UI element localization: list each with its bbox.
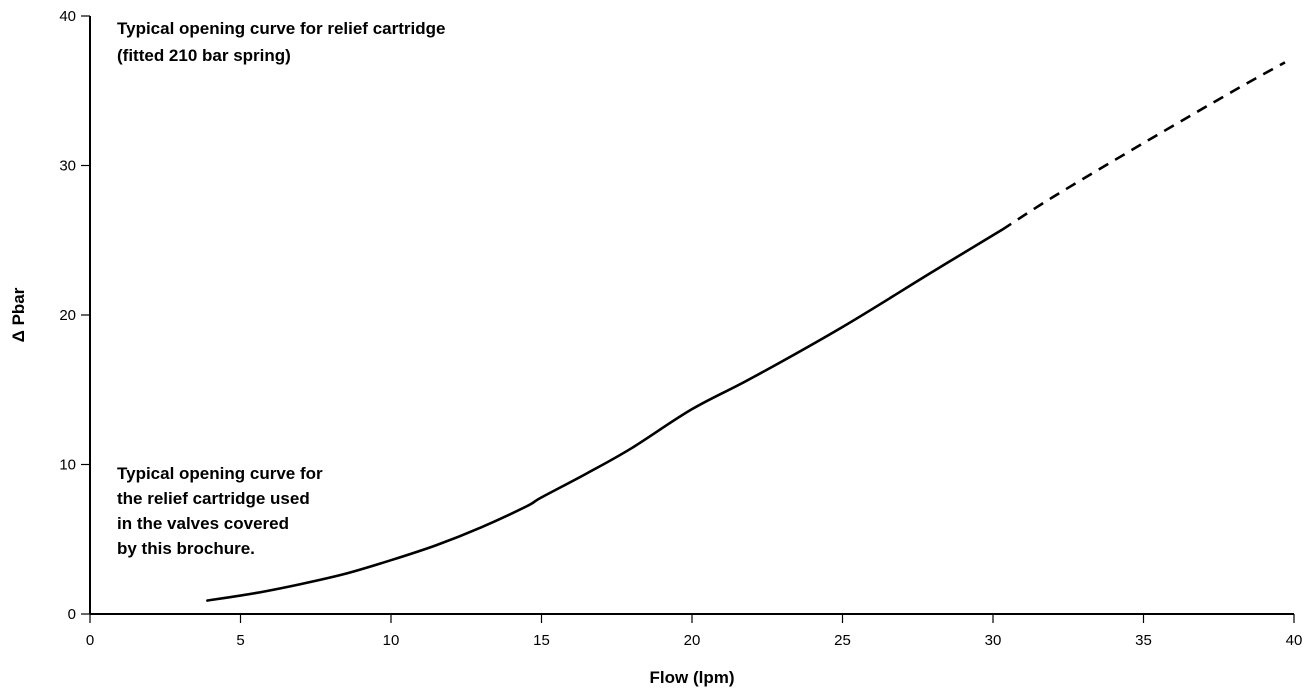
y-tick-label-40: 40 [59,8,76,25]
y-ticks: 0 10 20 30 40 [59,8,90,623]
y-tick-label-10: 10 [59,457,76,474]
x-tick-label-5: 5 [236,632,244,649]
y-tick-label-30: 30 [59,158,76,175]
y-tick-label-0: 0 [68,606,76,623]
annotation-top-line-1: Typical opening curve for relief cartrid… [117,19,445,38]
y-axis-title: Δ Pbar [9,287,28,342]
x-tick-label-30: 30 [985,632,1002,649]
x-ticks: 0 5 10 15 20 25 30 35 40 [86,614,1303,649]
x-axis-title: Flow (lpm) [650,668,735,687]
series-layer [206,61,1286,602]
x-axis: 0 5 10 15 20 25 30 35 40 Flow (lpm) [86,613,1303,687]
annotation-bottom-line-1: Typical opening curve for [117,464,323,483]
x-tick-label-35: 35 [1135,632,1152,649]
x-tick-label-0: 0 [86,632,94,649]
y-axis: 0 10 20 30 40 Δ Pbar [9,8,91,623]
annotation-bottom-line-4: by this brochure. [117,539,255,558]
x-tick-label-40: 40 [1286,632,1303,649]
annotation-top-line-2: (fitted 210 bar spring) [117,46,291,65]
x-tick-label-25: 25 [834,632,851,649]
opening-curve-solid-line [206,228,1004,602]
opening-curve-dashed-line [1001,61,1286,231]
x-tick-label-15: 15 [533,632,550,649]
x-tick-label-10: 10 [383,632,400,649]
annotation-bottom: Typical opening curve for the relief car… [117,464,323,558]
x-tick-label-20: 20 [684,632,701,649]
annotation-bottom-line-3: in the valves covered [117,514,289,533]
y-tick-label-20: 20 [59,307,76,324]
annotation-top: Typical opening curve for relief cartrid… [117,19,445,65]
annotation-bottom-line-2: the relief cartridge used [117,489,310,508]
